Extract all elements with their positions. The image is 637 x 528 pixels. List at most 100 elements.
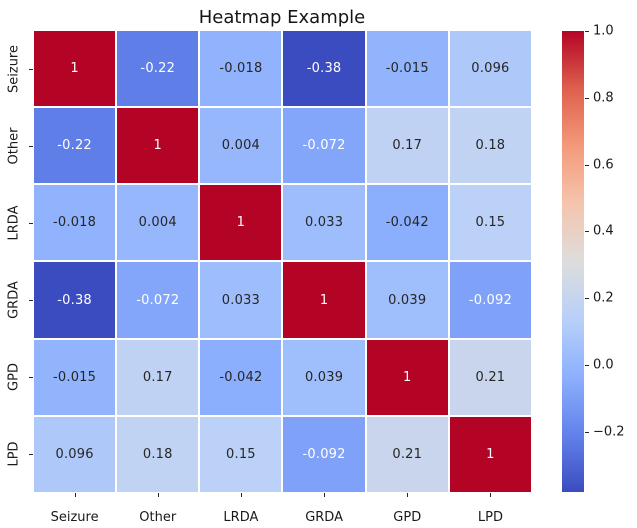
- colorbar-tick-mark: [585, 164, 589, 166]
- heatmap-cell: -0.042: [366, 185, 448, 261]
- heatmap-cell-value: 0.033: [221, 292, 261, 308]
- heatmap-cell: 1: [449, 416, 531, 492]
- heatmap-cell-value: 1: [153, 138, 162, 154]
- heatmap-cell-value: -0.22: [57, 138, 92, 154]
- heatmap-cell: -0.018: [34, 185, 116, 261]
- heatmap-cell: 1: [200, 185, 282, 261]
- heatmap-cell-value: 0.033: [304, 215, 344, 231]
- heatmap-cell: 0.18: [449, 108, 531, 184]
- heatmap-cell: -0.092: [449, 262, 531, 338]
- heatmap-cell: -0.38: [283, 31, 365, 107]
- heatmap-cell-value: 0.004: [221, 138, 261, 154]
- heatmap-cell: 0.21: [366, 416, 448, 492]
- heatmap-cell-value: 0.17: [142, 369, 173, 385]
- heatmap-cell-value: -0.22: [140, 61, 176, 77]
- heatmap-cell: -0.015: [34, 339, 116, 415]
- y-tick-label: Other: [6, 127, 22, 165]
- x-tick-mark: [240, 493, 242, 497]
- heatmap-cell: 0.004: [200, 108, 282, 184]
- heatmap-cell: -0.22: [117, 31, 199, 107]
- y-tick-label: LRDA: [6, 205, 22, 241]
- heatmap-cell-value: 0.096: [471, 61, 510, 77]
- heatmap-cell-value: 1: [403, 369, 412, 385]
- heatmap-cell: 0.096: [34, 416, 116, 492]
- colorbar-tick-label: 0.8: [593, 90, 614, 106]
- y-tick-mark: [29, 68, 33, 70]
- colorbar-tick-mark: [585, 298, 589, 300]
- colorbar-tick-label: 1.0: [593, 23, 614, 39]
- heatmap-grid: 1 -0.22 -0.018 -0.38 -0.015 0.096 -0.22 1 0.004 -…: [34, 31, 531, 492]
- heatmap-cell: -0.22: [34, 108, 116, 184]
- x-tick-label: Seizure: [50, 510, 99, 525]
- heatmap-cell: 0.004: [117, 185, 199, 261]
- heatmap-cell-value: -0.042: [219, 369, 263, 385]
- heatmap-cell: 0.033: [200, 262, 282, 338]
- y-tick-label: LPD: [6, 441, 22, 467]
- heatmap-cell: 0.039: [366, 262, 448, 338]
- heatmap-cell-value: -0.072: [136, 292, 180, 308]
- heatmap-cell: 0.17: [117, 339, 199, 415]
- heatmap-cell-value: -0.092: [302, 446, 346, 462]
- colorbar-tick-mark: [585, 431, 589, 433]
- colorbar-tick-mark: [585, 231, 589, 233]
- y-tick-label: Seizure: [6, 44, 22, 93]
- heatmap-cell-value: -0.38: [57, 292, 92, 308]
- heatmap-cell-value: 0.21: [475, 369, 506, 385]
- heatmap-cell-value: 0.18: [142, 446, 173, 462]
- x-tick-label: GPD: [393, 510, 422, 525]
- y-tick-mark: [29, 300, 33, 302]
- x-tick-label: Other: [139, 510, 177, 525]
- heatmap-cell-value: 0.18: [475, 138, 506, 154]
- heatmap-cell: -0.38: [34, 262, 116, 338]
- heatmap-cell: 1: [117, 108, 199, 184]
- heatmap-cell-value: -0.092: [468, 292, 512, 308]
- heatmap-cell: 0.21: [449, 339, 531, 415]
- heatmap-cell-value: 0.17: [392, 138, 423, 154]
- heatmap-cell: 0.18: [117, 416, 199, 492]
- x-tick-mark: [324, 493, 326, 497]
- heatmap-cell-value: -0.38: [306, 61, 342, 77]
- heatmap-cell: -0.018: [200, 31, 282, 107]
- colorbar-tick-label: 0.0: [593, 357, 614, 373]
- heatmap-cell: -0.015: [366, 31, 448, 107]
- colorbar-tick-mark: [585, 97, 589, 99]
- heatmap-cell: 0.039: [283, 339, 365, 415]
- x-tick-label: LRDA: [223, 510, 259, 525]
- chart-title: Heatmap Example: [198, 7, 366, 28]
- heatmap-cell-value: -0.018: [53, 215, 97, 231]
- colorbar-tick-mark: [585, 365, 589, 367]
- heatmap-cell-value: 1: [486, 446, 495, 462]
- x-tick-mark: [157, 493, 159, 497]
- colorbar-tick-label: 0.6: [593, 157, 614, 173]
- heatmap-cell-value: -0.015: [385, 61, 429, 77]
- x-tick-mark: [74, 493, 76, 497]
- heatmap-cell-value: 0.21: [392, 446, 423, 462]
- y-tick-mark: [29, 145, 33, 147]
- heatmap-cell-value: -0.015: [53, 369, 97, 385]
- heatmap-cell: 0.096: [449, 31, 531, 107]
- heatmap-cell-value: -0.072: [302, 138, 346, 154]
- heatmap-cell-value: 0.039: [304, 369, 344, 385]
- colorbar: [562, 31, 584, 492]
- colorbar-tick-label: 0.4: [593, 223, 614, 239]
- heatmap-cell-value: 0.15: [475, 215, 506, 231]
- heatmap-cell-value: 0.039: [388, 292, 427, 308]
- colorbar-tick-mark: [585, 31, 589, 32]
- y-tick-label: GPD: [6, 363, 22, 392]
- heatmap-cell: 0.15: [449, 185, 531, 261]
- heatmap-cell: 0.033: [283, 185, 365, 261]
- x-tick-mark: [407, 493, 409, 497]
- y-tick-label: GRDA: [6, 281, 22, 319]
- heatmap-cell-value: 0.004: [138, 215, 177, 231]
- y-tick-mark: [29, 377, 33, 379]
- y-tick-mark: [29, 454, 33, 456]
- heatmap-cell: -0.092: [283, 416, 365, 492]
- x-tick-mark: [490, 493, 492, 497]
- colorbar-tick-label: 0.2: [593, 290, 614, 306]
- heatmap-cell: 0.17: [366, 108, 448, 184]
- heatmap-cell: -0.072: [283, 108, 365, 184]
- x-tick-label: GRDA: [305, 510, 343, 525]
- heatmap-cell-value: 1: [236, 215, 246, 231]
- heatmap-cell-value: -0.018: [219, 61, 263, 77]
